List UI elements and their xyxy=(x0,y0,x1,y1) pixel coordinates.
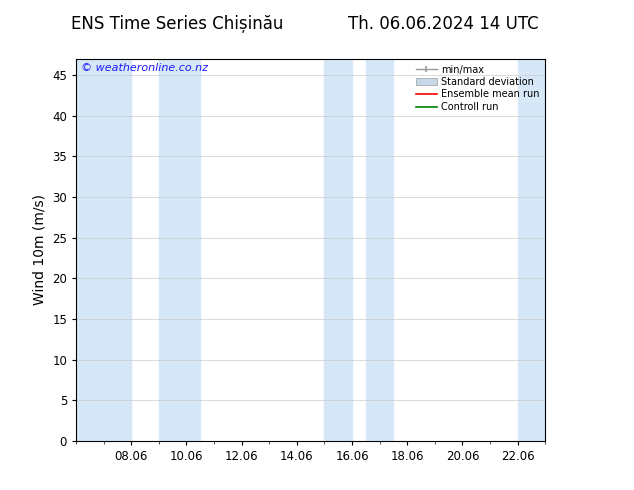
Text: ENS Time Series Chișinău: ENS Time Series Chișinău xyxy=(72,15,283,33)
Bar xyxy=(159,59,200,441)
Bar xyxy=(325,59,352,441)
Bar xyxy=(517,59,545,441)
Text: © weatheronline.co.nz: © weatheronline.co.nz xyxy=(81,63,208,73)
Text: Th. 06.06.2024 14 UTC: Th. 06.06.2024 14 UTC xyxy=(349,15,539,33)
Legend: min/max, Standard deviation, Ensemble mean run, Controll run: min/max, Standard deviation, Ensemble me… xyxy=(411,61,543,116)
Y-axis label: Wind 10m (m/s): Wind 10m (m/s) xyxy=(32,195,47,305)
Bar xyxy=(366,59,394,441)
Bar xyxy=(76,59,131,441)
